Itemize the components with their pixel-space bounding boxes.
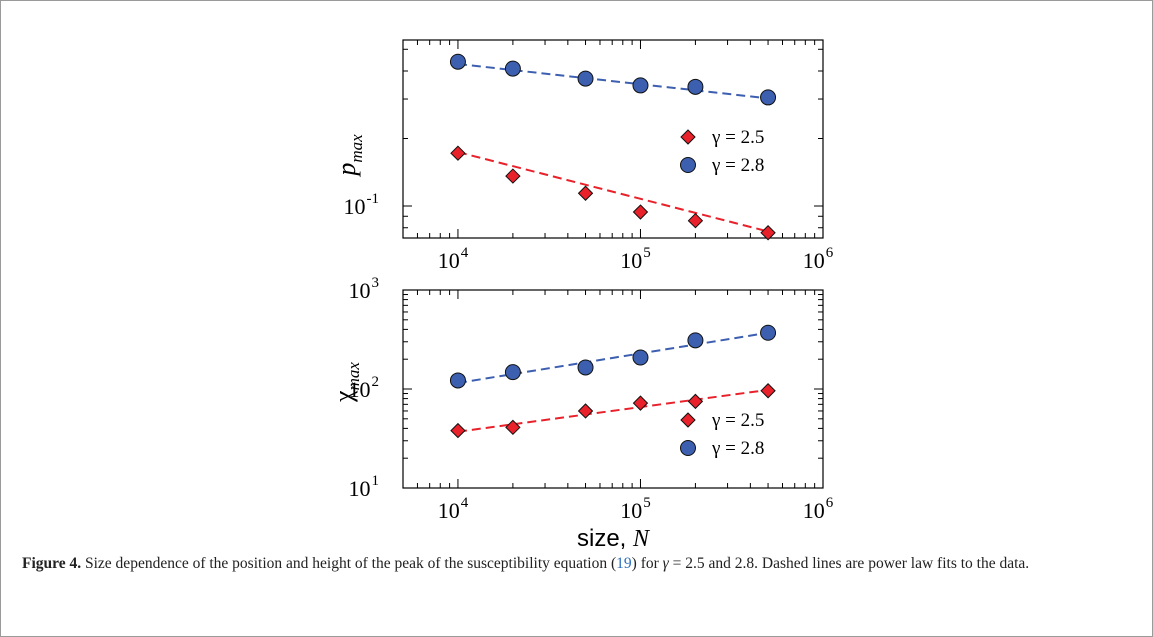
data-point-circle xyxy=(504,60,521,77)
data-point-diamond xyxy=(632,395,649,411)
x-axis-label-variable: N xyxy=(632,526,651,550)
data-point-circle xyxy=(577,359,594,376)
x-tick-label-exponent: 5 xyxy=(643,495,651,511)
y-axis-label-subscript: max xyxy=(347,134,366,163)
data-point-circle xyxy=(504,364,521,381)
caption-gamma: γ xyxy=(662,555,669,572)
data-point-circle xyxy=(449,53,466,70)
x-tick-label: 106 xyxy=(803,245,834,273)
data-point-circle xyxy=(577,70,594,87)
legend-label: γ = 2.5 xyxy=(711,410,764,431)
data-point-circle xyxy=(632,349,649,366)
x-tick-label-exponent: 6 xyxy=(826,495,834,511)
legend-marker-diamond xyxy=(680,412,696,428)
data-point-diamond xyxy=(577,185,594,201)
power-law-fit-line xyxy=(457,62,769,100)
x-tick-label-exponent: 4 xyxy=(461,495,469,511)
x-tick-label: 105 xyxy=(620,495,651,523)
caption-text-3: = 2.5 and 2.8. Dashed lines are power la… xyxy=(668,555,1030,572)
x-tick-label: 105 xyxy=(620,245,651,273)
y-axis-label: χmax xyxy=(329,362,363,403)
data-point-circle xyxy=(687,78,704,95)
x-tick-label: 106 xyxy=(803,495,834,523)
data-point-diamond xyxy=(450,422,466,439)
caption-label: Figure 4. xyxy=(22,555,82,572)
y-tick-label: 103 xyxy=(349,275,380,303)
y-tick-label-exponent: 2 xyxy=(372,374,380,390)
legend-label: γ = 2.8 xyxy=(711,155,764,176)
data-point-diamond xyxy=(760,225,776,241)
data-point-diamond xyxy=(687,212,704,229)
data-point-diamond xyxy=(687,393,704,410)
data-point-diamond xyxy=(505,168,521,184)
data-point-circle xyxy=(760,324,777,341)
y-axis-label-subscript: max xyxy=(344,362,363,391)
power-law-fit-line xyxy=(457,331,769,384)
legend-marker-circle xyxy=(680,157,696,173)
x-tick-label-exponent: 5 xyxy=(643,245,651,261)
y-tick-label-exponent: 3 xyxy=(372,275,380,291)
caption-text-1: Size dependence of the position and heig… xyxy=(81,555,617,572)
p-max-panel: 104 105 106 10-1 pmax γ = 2.5 γ = 2.8 xyxy=(332,39,834,273)
data-point-diamond xyxy=(577,403,594,419)
data-point-diamond xyxy=(505,419,521,436)
y-tick-label-exponent: -1 xyxy=(367,191,380,207)
power-law-fit-line xyxy=(457,388,769,433)
x-tick-label: 104 xyxy=(438,245,469,273)
y-tick-label: 101 xyxy=(349,473,380,501)
y-tick-label: 10-1 xyxy=(344,191,380,219)
data-point-circle xyxy=(760,89,777,106)
data-point-diamond xyxy=(450,145,466,161)
data-point-circle xyxy=(449,372,466,389)
legend-marker-diamond xyxy=(680,129,696,145)
y-tick-label-exponent: 1 xyxy=(372,473,380,489)
equation-reference-link[interactable]: 19 xyxy=(616,555,632,572)
figure-caption: Figure 4. Size dependence of the positio… xyxy=(22,553,1122,575)
x-tick-label: 104 xyxy=(438,495,469,523)
x-tick-label-exponent: 4 xyxy=(461,245,469,261)
x-axis-label: size, N xyxy=(577,525,651,550)
legend-label: γ = 2.8 xyxy=(711,438,764,459)
x-tick-label-exponent: 6 xyxy=(826,245,834,261)
legend-marker-circle xyxy=(680,440,696,456)
data-point-diamond xyxy=(632,204,649,220)
data-point-circle xyxy=(632,77,649,94)
y-axis-label: pmax xyxy=(332,134,366,178)
data-point-circle xyxy=(687,332,704,349)
power-law-fit-line xyxy=(457,151,769,233)
caption-text-2: ) for xyxy=(631,555,663,572)
data-point-diamond xyxy=(760,383,776,399)
legend-label: γ = 2.5 xyxy=(711,127,764,148)
